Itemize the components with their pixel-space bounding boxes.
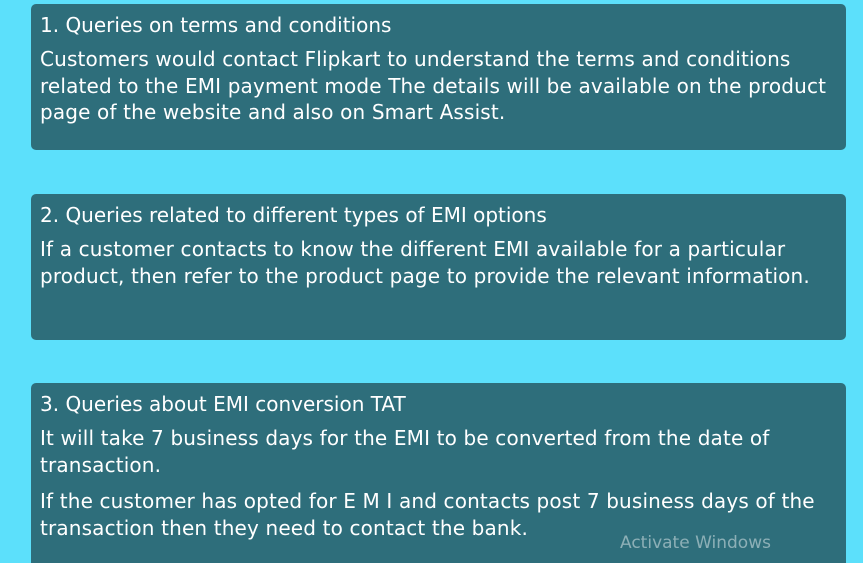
card-paragraph: Customers would contact Flipkart to unde…: [40, 47, 827, 124]
card-emi-conversion-tat: 3. Queries about EMI conversion TAT It w…: [31, 383, 846, 563]
card-paragraph: If the customer has opted for E M I and …: [40, 489, 815, 540]
card-title: 3. Queries about EMI conversion TAT: [40, 392, 406, 416]
card-paragraph: It will take 7 business days for the EMI…: [40, 426, 770, 477]
card-title: 1. Queries on terms and conditions: [40, 13, 392, 37]
card-paragraph: If a customer contacts to know the diffe…: [40, 237, 810, 288]
activate-windows-watermark: Activate Windows: [620, 533, 771, 553]
card-terms-and-conditions: 1. Queries on terms and conditions Custo…: [31, 4, 846, 150]
card-emi-options: 2. Queries related to different types of…: [31, 194, 846, 340]
card-title: 2. Queries related to different types of…: [40, 203, 547, 227]
